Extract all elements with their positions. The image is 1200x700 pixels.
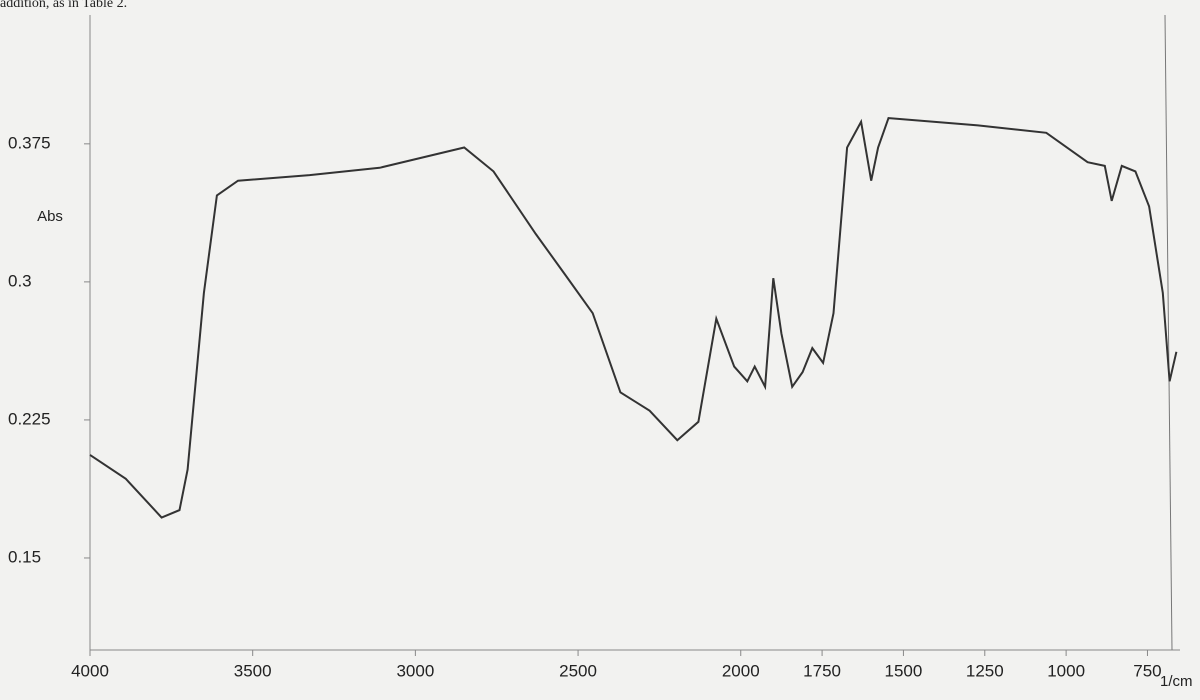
y-tick-label: 0.375 [8,133,51,152]
y-tick-label: 0.225 [8,409,51,428]
x-tick-label: 1250 [966,661,1004,680]
y-axis-label: Abs [37,208,63,225]
x-axis-label: 1/cm [1160,673,1193,690]
x-tick-label: 2500 [559,661,597,680]
y-tick-label: 0.3 [8,271,32,290]
x-tick-label: 1500 [885,661,923,680]
x-tick-label: 1750 [803,661,841,680]
y-tick-label: 0.15 [8,547,41,566]
caption: addition, as in Table 2. [0,0,127,11]
x-tick-label: 3000 [396,661,434,680]
x-tick-label: 1000 [1047,661,1085,680]
spectrum-line [89,117,1178,519]
x-tick-label: 2000 [722,661,760,680]
x-tick-label: 4000 [71,661,109,680]
x-tick-label: 750 [1133,661,1161,680]
x-tick-label: 3500 [234,661,272,680]
frame-right [1164,14,1173,651]
